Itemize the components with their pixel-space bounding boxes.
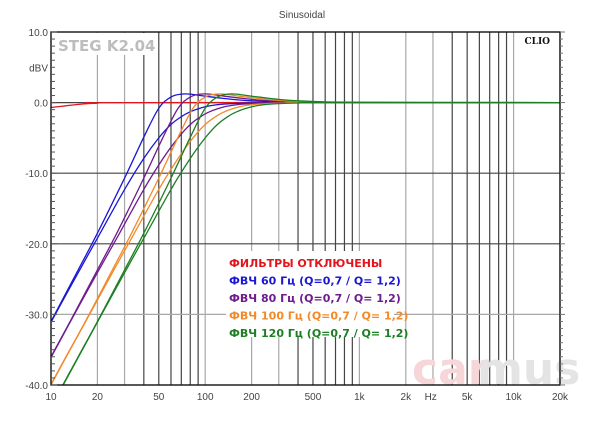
y-tick-label: -30.0 bbox=[25, 310, 48, 321]
y-tick-label: -10.0 bbox=[25, 169, 48, 180]
x-tick-label: 2k bbox=[401, 392, 413, 403]
model-label: STEG K2.04 bbox=[58, 37, 155, 55]
axes: 10.0 0.0 -10.0 -20.0 -30.0 -40.0 dBV 10 20 50 100 2… bbox=[25, 28, 569, 403]
x-tick-label: 200 bbox=[243, 392, 260, 403]
x-axis-unit-label: Hz bbox=[425, 392, 437, 403]
y-tick-label: -40.0 bbox=[25, 381, 48, 392]
legend-entry: ФВЧ 60 Гц (Q=0,7 / Q= 1,2) bbox=[229, 275, 401, 288]
y-tick-label: 0.0 bbox=[34, 99, 48, 110]
legend: ФИЛЬТРЫ ОТКЛЮЧЕНЫ ФВЧ 60 Гц (Q=0,7 / Q= 1… bbox=[226, 251, 408, 340]
watermark-mus: mus bbox=[477, 344, 580, 395]
legend-bg bbox=[226, 251, 394, 337]
steg-label-bg bbox=[56, 33, 157, 55]
legend-entry: ФВЧ 120 Гц (Q=0,7 / Q= 1,2) bbox=[229, 327, 408, 340]
x-tick-label: 10k bbox=[506, 392, 523, 403]
x-tick-label: 1k bbox=[354, 392, 366, 403]
series-group bbox=[51, 93, 560, 385]
legend-entry: ФИЛЬТРЫ ОТКЛЮЧЕНЫ bbox=[229, 257, 382, 270]
x-tick-label: 5k bbox=[462, 392, 474, 403]
watermark-car: car bbox=[412, 344, 490, 395]
y-tick-label: -20.0 bbox=[25, 240, 48, 251]
x-tick-label: 50 bbox=[153, 392, 165, 403]
legend-entry: ФВЧ 80 Гц (Q=0,7 / Q= 1,2) bbox=[229, 292, 401, 305]
y-axis-unit-label: dBV bbox=[29, 63, 48, 74]
chart-title: Sinusoidal bbox=[279, 10, 325, 21]
watermark: car mus bbox=[412, 344, 580, 395]
legend-entry: ФВЧ 100 Гц (Q=0,7 / Q= 1,2) bbox=[229, 310, 408, 323]
x-tick-label: 500 bbox=[305, 392, 322, 403]
clio-label: CLIO bbox=[524, 37, 550, 47]
x-tick-label: 10 bbox=[45, 392, 57, 403]
y-tick-label: 10.0 bbox=[29, 28, 49, 39]
series-line-hpf-100-q1.2 bbox=[51, 93, 560, 385]
x-tick-label: 20k bbox=[552, 392, 569, 403]
x-tick-label: 100 bbox=[197, 392, 214, 403]
series-line-hpf-120-q1.2 bbox=[62, 93, 560, 385]
x-tick-label: 20 bbox=[92, 392, 104, 403]
